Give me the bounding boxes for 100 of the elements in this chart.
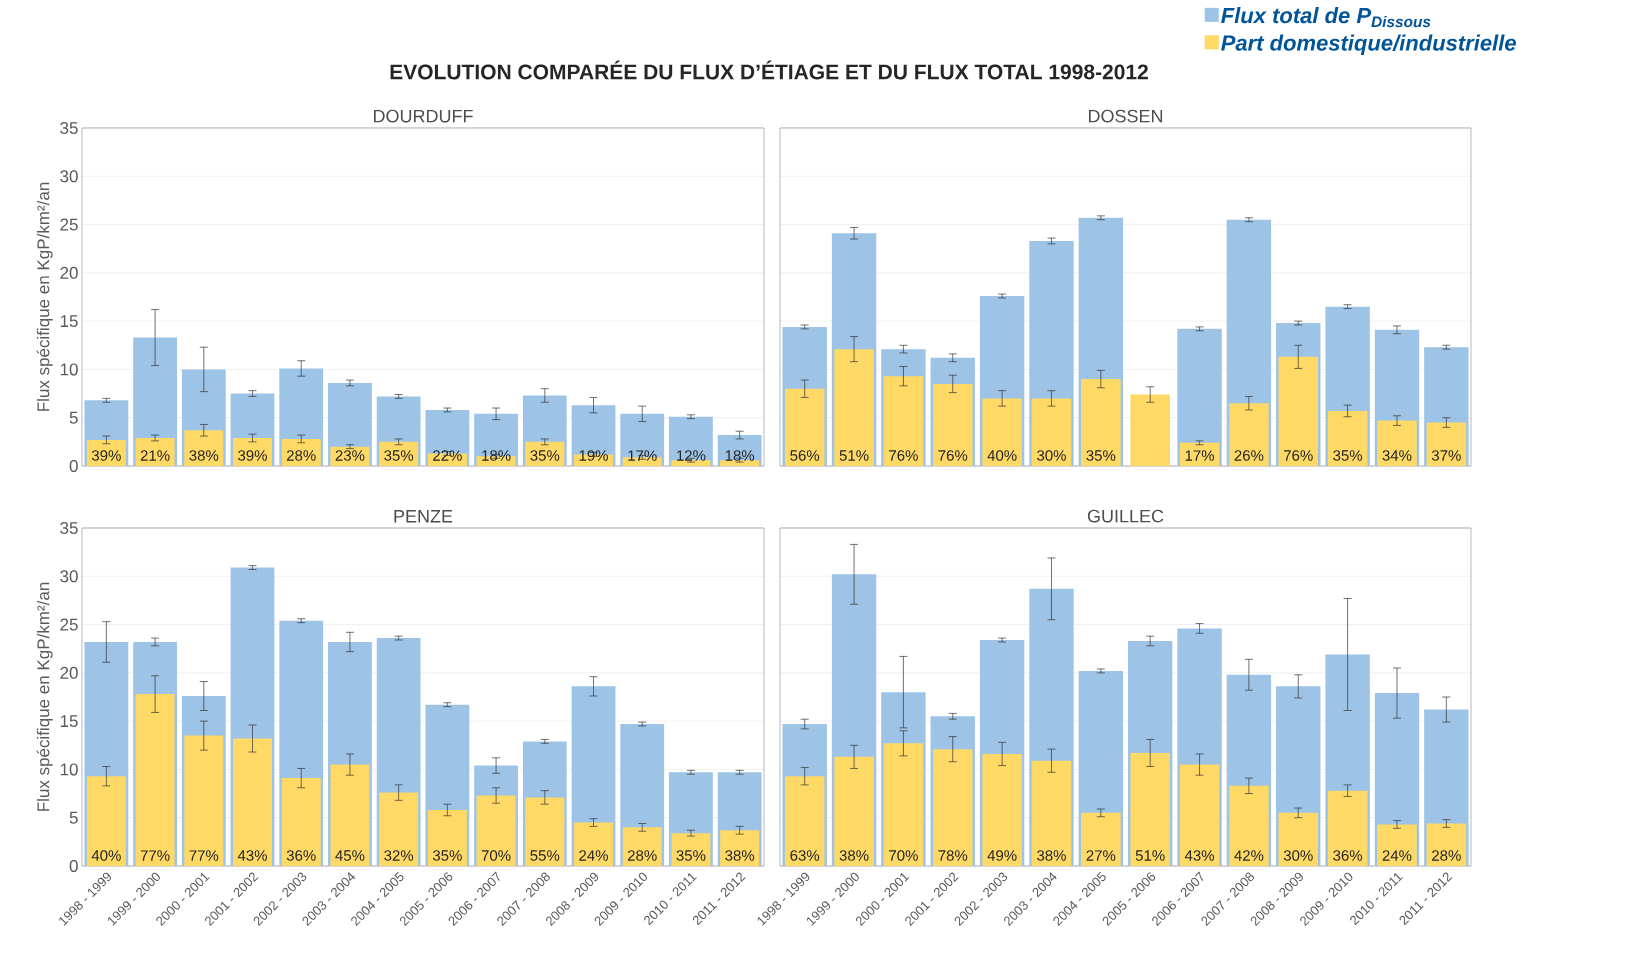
- chart-title: DOSSEN: [1088, 109, 1163, 123]
- annotation: 34%: [1382, 450, 1412, 461]
- bar: [184, 735, 224, 866]
- y-tick-label: 15: [60, 315, 78, 328]
- bar: [1327, 410, 1368, 466]
- annotation: 39%: [238, 450, 267, 461]
- bar: [1229, 785, 1269, 866]
- bar: [720, 830, 760, 866]
- text: EVOLUTION COMPARÉE DU FLUX D’ÉTIAGE ET DU FLUX TOTAL 1998-2012: [390, 60, 1148, 80]
- y-tick-label: 10: [60, 763, 78, 776]
- annotation: 18%: [482, 450, 511, 461]
- annotation: 36%: [1333, 850, 1363, 861]
- bar: [330, 764, 370, 866]
- bar: [622, 827, 662, 866]
- annotation: 38%: [189, 450, 219, 461]
- y-tick-label: 30: [60, 570, 78, 583]
- bar: [233, 738, 273, 866]
- bar: [834, 349, 874, 466]
- annotation: 35%: [1086, 450, 1116, 461]
- annotation: 28%: [286, 450, 316, 461]
- annotation: 38%: [839, 850, 869, 861]
- y-tick-label: 5: [69, 411, 78, 424]
- bar: [1426, 823, 1467, 866]
- annotation: 76%: [938, 450, 968, 461]
- bar: [784, 776, 825, 866]
- annotation: 35%: [432, 850, 462, 861]
- bar: [883, 376, 924, 466]
- chart-title: PENZE: [394, 510, 453, 523]
- annotation: 42%: [1234, 850, 1264, 861]
- y-tick-label: 20: [60, 666, 78, 679]
- bar: [379, 792, 419, 866]
- bar: [525, 441, 565, 466]
- annotation: 40%: [987, 450, 1017, 461]
- bar: [933, 749, 973, 866]
- bar: [86, 776, 126, 866]
- bar: [834, 756, 874, 866]
- bar: [1377, 824, 1417, 866]
- bar: [1278, 356, 1319, 466]
- y-tick-label: 0: [69, 859, 78, 873]
- annotation: 56%: [790, 450, 820, 461]
- bar: [1081, 812, 1121, 866]
- bar: [1130, 394, 1170, 466]
- bar: [671, 833, 711, 866]
- bar: [281, 778, 321, 866]
- bar: [1031, 398, 1072, 466]
- y-tick-label: 10: [60, 363, 78, 376]
- bar: [933, 383, 973, 466]
- y-tick-label: 35: [60, 521, 78, 535]
- chart-title: GUILLEC: [1087, 509, 1164, 523]
- annotation: 70%: [889, 850, 918, 861]
- annotation: 22%: [433, 450, 462, 461]
- y-tick-label: 5: [69, 811, 78, 824]
- y-tick-label: 0: [69, 459, 78, 473]
- y-tick-label: 35: [60, 121, 78, 135]
- annotation: 26%: [1234, 450, 1264, 461]
- annotation: 18%: [725, 450, 755, 461]
- annotation: 55%: [530, 850, 560, 861]
- annotation: 21%: [140, 450, 170, 461]
- annotation: 77%: [140, 850, 170, 861]
- annotation: 28%: [627, 850, 657, 861]
- bar: [525, 797, 565, 866]
- bar: [982, 753, 1022, 866]
- annotation: 51%: [839, 450, 869, 461]
- y-axis-title: Flux spécifique en KgP/km²/an: [36, 182, 53, 411]
- annotation: 35%: [1333, 450, 1363, 461]
- annotation: 39%: [91, 450, 121, 461]
- annotation: 32%: [384, 850, 414, 861]
- bar: [1031, 760, 1072, 866]
- annotation: 35%: [530, 450, 560, 461]
- bar: [671, 460, 711, 466]
- y-tick-label: 15: [60, 715, 78, 728]
- bar: [1229, 403, 1269, 466]
- annotation: 24%: [579, 850, 608, 861]
- annotation: 28%: [1432, 850, 1461, 861]
- annotation: 63%: [790, 850, 820, 861]
- y-tick-label: 25: [60, 218, 78, 231]
- legend-label: Flux total de P$_{Dissous}$: [1221, 7, 1431, 28]
- annotation: 43%: [237, 850, 267, 861]
- bar: [1426, 422, 1467, 466]
- annotation: 12%: [677, 450, 706, 461]
- bar: [233, 437, 273, 466]
- bar: [427, 809, 467, 866]
- annotation: 17%: [1185, 450, 1215, 461]
- bar: [379, 441, 419, 466]
- annotation: 35%: [384, 450, 414, 461]
- bar: [1179, 442, 1220, 466]
- annotation: 76%: [889, 450, 918, 461]
- y-tick-label: 25: [60, 618, 78, 631]
- chart-title: DOURDUFF: [373, 109, 473, 123]
- bar: [982, 398, 1022, 466]
- bar: [574, 822, 614, 866]
- annotation: 38%: [1037, 850, 1066, 861]
- bar: [1278, 812, 1319, 866]
- bar: [281, 438, 321, 466]
- y-axis-title: Flux spécifique en KgP/km²/an: [36, 582, 53, 811]
- annotation: 24%: [1382, 850, 1412, 861]
- y-tick-label: 20: [60, 266, 78, 279]
- annotation: 30%: [1037, 450, 1066, 461]
- y-tick-label: 30: [60, 170, 78, 183]
- bar: [883, 743, 924, 866]
